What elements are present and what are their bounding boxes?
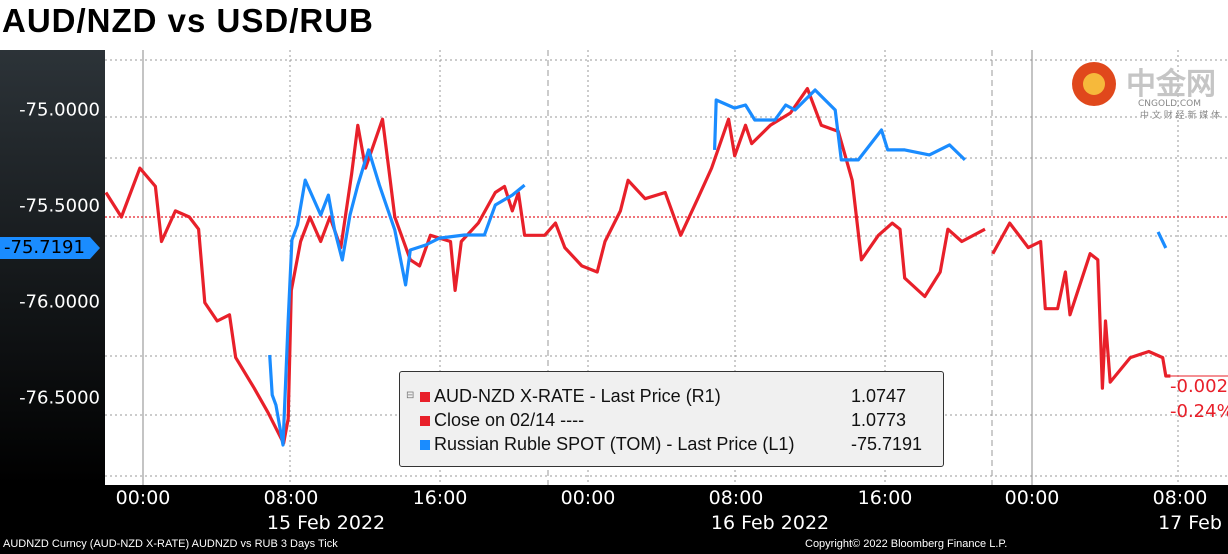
legend-item-close: Close on 02/14 ---- (420, 408, 584, 432)
grid (105, 50, 1228, 485)
left-axis-panel (0, 50, 105, 485)
legend-swatch (420, 440, 430, 450)
chart-title: AUD/NZD vs USD/RUB (2, 2, 374, 39)
footer-security-description: AUDNZD Curncy (AUD-NZD X-RATE) AUDNZD vs… (3, 538, 338, 550)
x-tick-label: 00:00 (560, 487, 616, 509)
legend-swatch (420, 392, 430, 402)
rub-series-line (713, 88, 967, 162)
legend[interactable]: ⊟ AUD-NZD X-RATE - Last Price (R1) 1.074… (399, 371, 944, 467)
x-tick-label: 00:00 (1004, 487, 1060, 509)
y-tick-label: -75.0000 (19, 99, 100, 121)
aud-series-line (991, 221, 1171, 390)
footer-copyright: Copyright© 2022 Bloomberg Finance L.P. (805, 538, 1008, 550)
svg-text:CNGOLD.COM: CNGOLD.COM (1138, 99, 1201, 109)
x-tick-label: 08:00 (708, 487, 764, 509)
legend-item-aud: AUD-NZD X-RATE - Last Price (R1) (420, 384, 721, 408)
x-tick-label: 08:00 (263, 487, 319, 509)
x-tick-label: 08:00 (1152, 487, 1208, 509)
aud-series-line (104, 86, 986, 445)
x-date-label: 15 Feb 2022 (266, 512, 386, 534)
x-tick-label: 00:00 (115, 487, 171, 509)
rub-series-line (1156, 231, 1168, 249)
legend-swatch (420, 416, 430, 426)
rub-series-line (268, 148, 526, 447)
legend-label: AUD-NZD X-RATE - Last Price (R1) (434, 386, 721, 406)
legend-value: 1.0747 (851, 386, 907, 406)
legend-label: Russian Ruble SPOT (TOM) - Last Price (L… (434, 434, 795, 454)
y-tick-label: -75.5000 (19, 195, 100, 217)
x-axis-panel (0, 485, 1228, 554)
watermark-logo: 中金网 CNGOLD.COM 中 文 财 经 新 媒 体 (1068, 58, 1224, 128)
legend-value: 1.0773 (851, 410, 907, 430)
current-value-badge: -75.7191 (0, 237, 100, 259)
legend-label: Close on 02/14 ---- (434, 410, 585, 430)
y-tick-label: -76.0000 (19, 291, 100, 313)
svg-text:中金网: 中金网 (1126, 67, 1216, 102)
y-tick-label: -76.5000 (19, 387, 100, 409)
collapse-icon[interactable]: ⊟ (406, 390, 415, 401)
x-date-label: 17 Feb (1158, 512, 1222, 534)
change-value: -0.002 (1170, 376, 1228, 397)
legend-item-rub: Russian Ruble SPOT (TOM) - Last Price (L… (420, 432, 794, 456)
x-tick-label: 16:00 (412, 487, 468, 509)
x-tick-label: 16:00 (857, 487, 913, 509)
change-percent: -0.24% (1170, 401, 1228, 422)
legend-value: -75.7191 (851, 434, 923, 454)
series-lines (104, 86, 1228, 447)
x-date-label: 16 Feb 2022 (710, 512, 830, 534)
svg-text:中 文 财 经 新 媒 体: 中 文 财 经 新 媒 体 (1140, 109, 1220, 121)
